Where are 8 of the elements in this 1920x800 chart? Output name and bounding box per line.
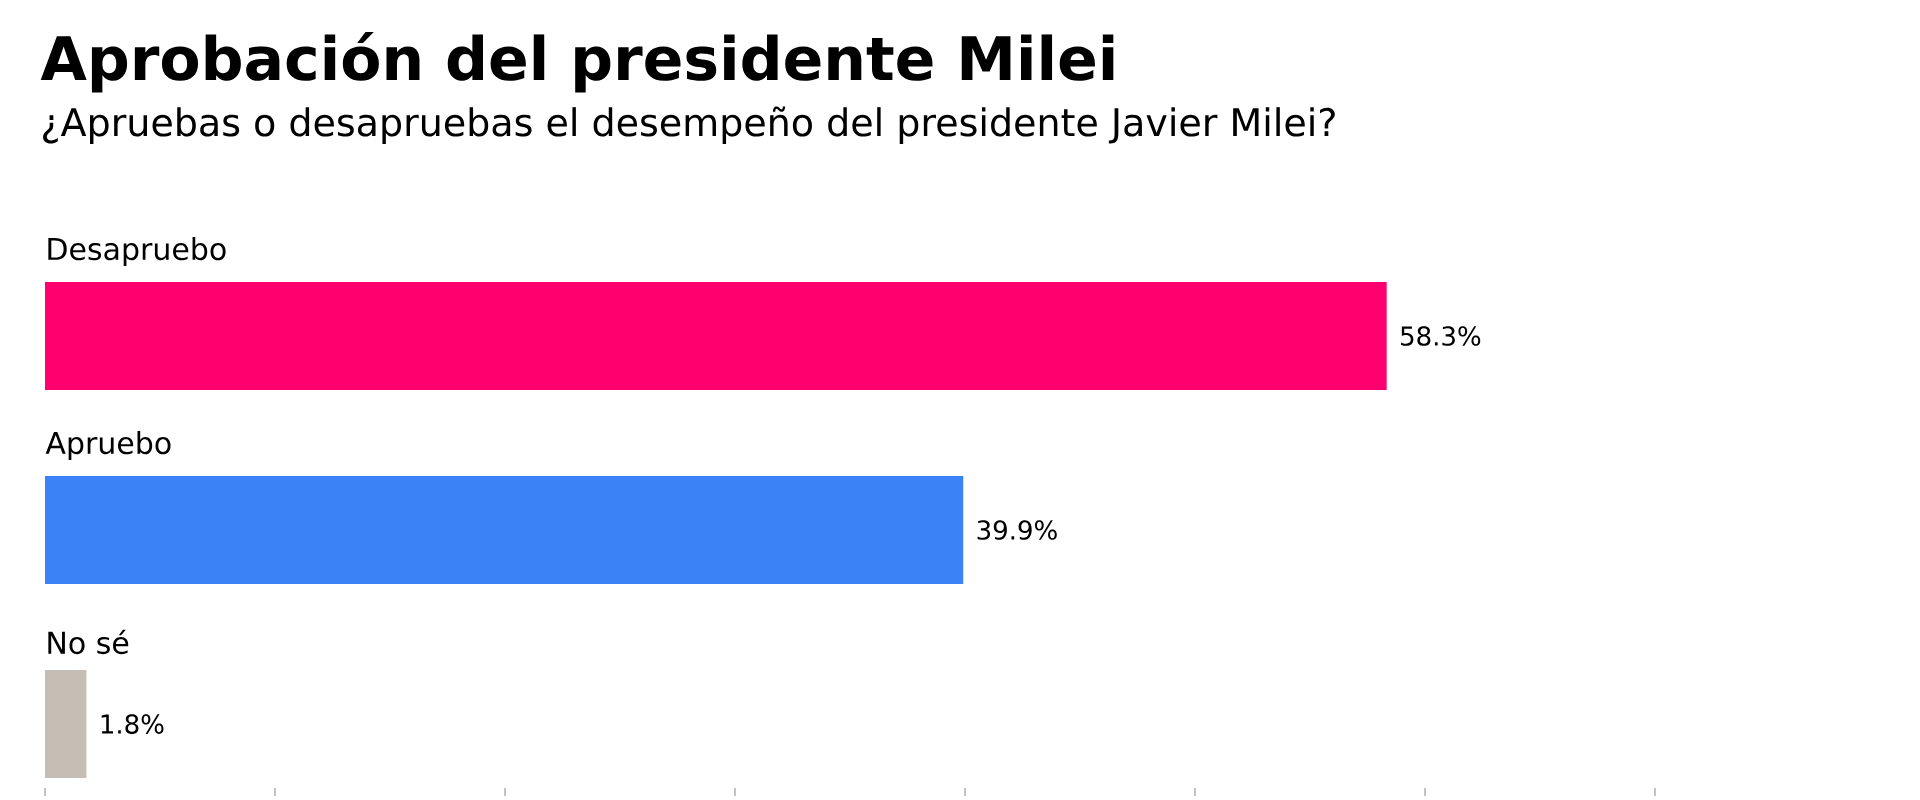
chart-title: Aprobación del presidente Milei <box>40 32 1114 93</box>
chart-subtitle: ¿Apruebas o desapruebas el desempeño del presidente Javier Milei? <box>43 106 1335 144</box>
data-label: 58.3% <box>1401 326 1481 346</box>
y-tick-label: Desapruebo <box>48 237 226 267</box>
y-tick-label: Apruebo <box>45 431 171 461</box>
data-label: 1.8% <box>101 714 164 734</box>
y-tick-label: No sé <box>48 629 129 655</box>
data-label: 39.9% <box>977 520 1057 540</box>
